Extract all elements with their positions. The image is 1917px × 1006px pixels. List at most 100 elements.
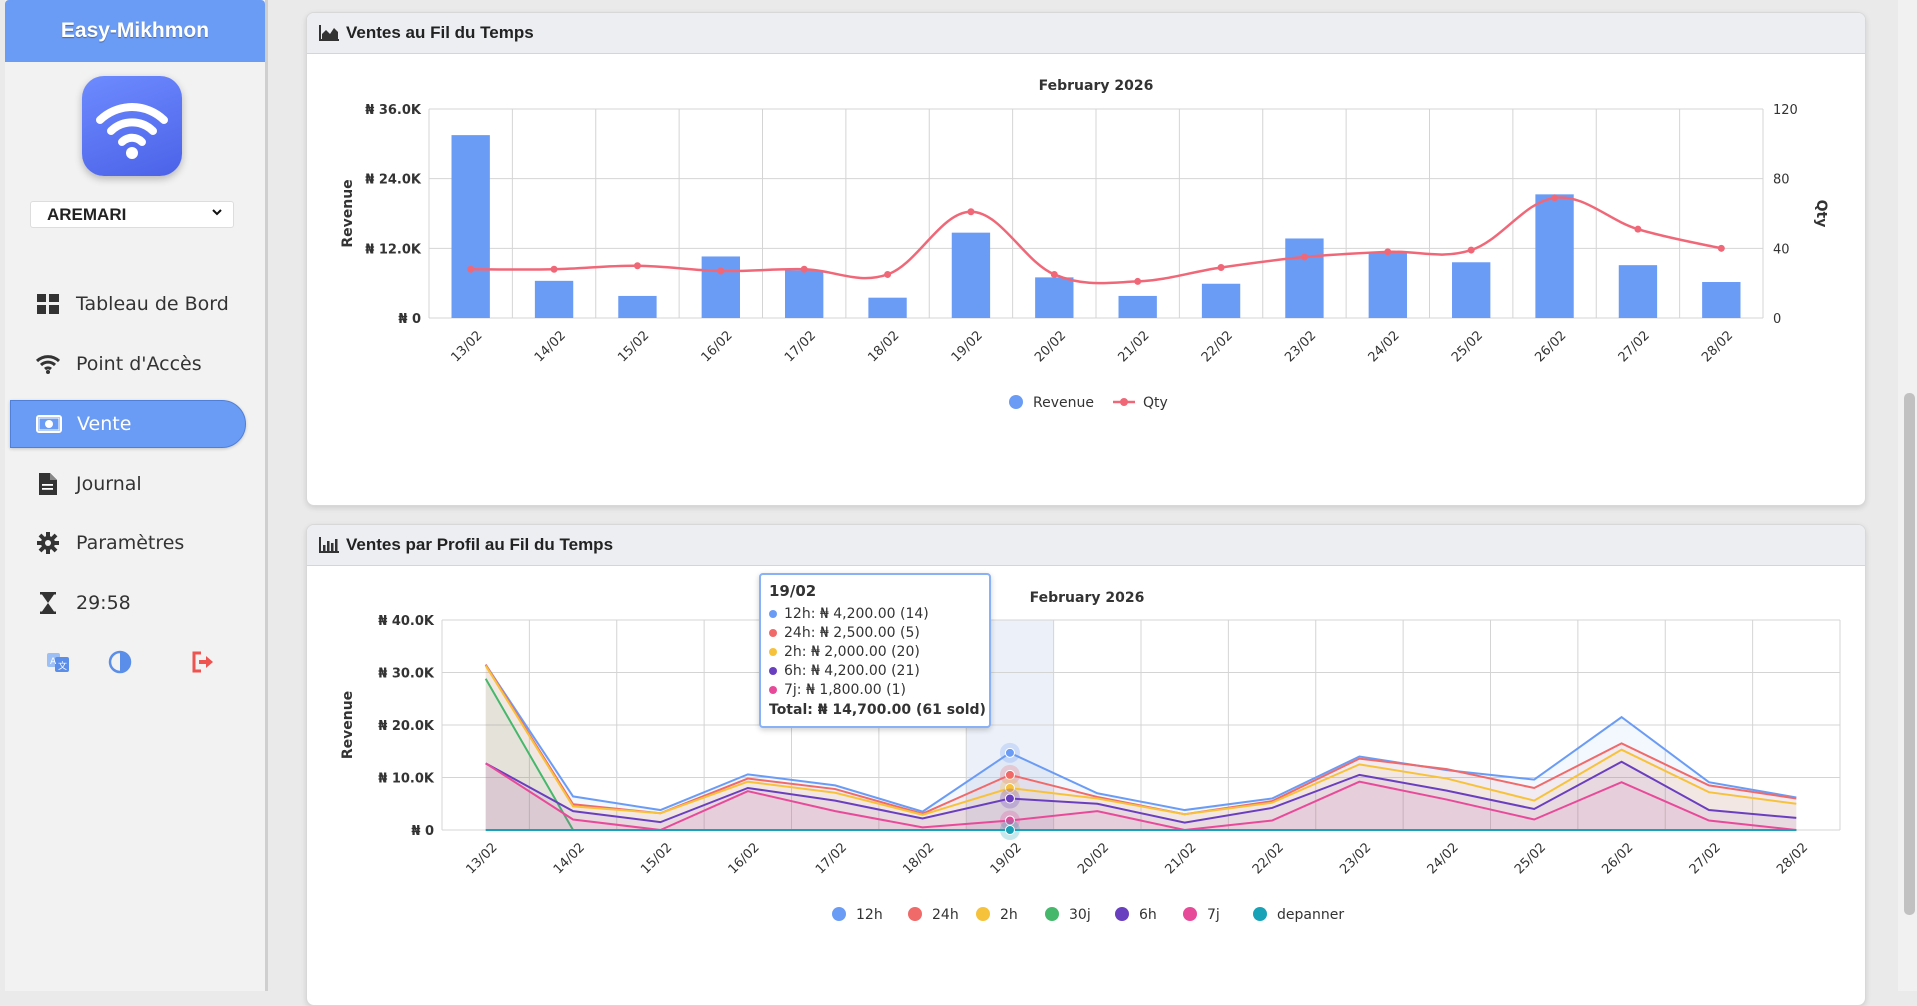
revenue-bar — [785, 270, 824, 318]
qty-point — [550, 265, 558, 273]
series-area-7j — [485, 763, 1797, 830]
sidebar-item-sales[interactable]: Vente — [10, 400, 246, 448]
y-tick-label: ₦ 0 — [411, 824, 434, 839]
money-icon — [35, 412, 63, 436]
x-tick-label: 24/02 — [1366, 328, 1403, 365]
revenue-bar — [1035, 277, 1074, 318]
x-tick-label: 19/02 — [988, 840, 1025, 877]
session-timer: 29:58 — [10, 579, 246, 627]
y-axis-label: Revenue — [340, 691, 356, 759]
sidebar-item-settings[interactable]: Paramètres — [10, 519, 246, 567]
revenue-bar — [1535, 194, 1574, 318]
legend-label-12h: 12h — [856, 907, 883, 923]
sidebar-item-label: Vente — [77, 413, 132, 435]
contrast-icon[interactable] — [108, 650, 132, 674]
x-tick-label: 18/02 — [900, 840, 937, 877]
x-tick-label: 17/02 — [813, 840, 850, 877]
hover-point-24h — [1004, 769, 1015, 780]
revenue-bar — [1201, 283, 1241, 318]
legend-qty-marker — [1120, 398, 1128, 406]
revenue-bar — [451, 135, 490, 318]
sidebar-item-label: Paramètres — [76, 532, 185, 554]
qty-line — [470, 196, 1722, 285]
revenue-bar — [951, 232, 991, 318]
x-tick-label: 27/02 — [1687, 840, 1724, 877]
sales-over-time-card: Ventes au Fil du Temps February 2026 ₦ 0 ₦… — [306, 12, 1866, 506]
y2-tick-label: 0 — [1773, 312, 1781, 327]
dashboard-icon — [34, 292, 62, 316]
x-tick-label: 16/02 — [699, 328, 736, 365]
gear-icon — [34, 531, 62, 555]
chart-title: February 2026 — [1030, 590, 1145, 606]
sidebar: Easy-Mikhmon AREMARI Tableau de Bord Poi… — [5, 0, 268, 991]
y-axis-label: Revenue — [340, 179, 356, 247]
hourglass-icon — [34, 591, 62, 615]
hover-point-6h — [1004, 793, 1015, 804]
series-dot — [769, 685, 777, 694]
y2-tick-label: 40 — [1773, 242, 1790, 257]
revenue-bar — [1118, 295, 1157, 318]
tooltip-row-text: 24h: ₦ 2,500.00 (5) — [784, 624, 920, 641]
revenue-bar — [701, 256, 740, 318]
y-tick-label: ₦ 30.0K — [378, 667, 435, 682]
y-tick-label: ₦ 20.0K — [378, 719, 435, 734]
qty-point — [467, 265, 475, 273]
legend-label-2h: 2h — [1000, 907, 1018, 923]
chevron-down-icon — [211, 206, 223, 221]
tooltip-row: 2h: ₦ 2,000.00 (20) — [769, 642, 981, 661]
series-dot — [769, 666, 777, 675]
legend-label-7j: 7j — [1207, 907, 1220, 923]
revenue-bar — [1702, 282, 1741, 318]
x-tick-label: 26/02 — [1599, 840, 1636, 877]
sidebar-item-label: Journal — [76, 473, 142, 495]
series-area-12h — [485, 664, 1797, 830]
revenue-bar — [868, 297, 907, 318]
card-title: Ventes au Fil du Temps — [346, 23, 534, 42]
tooltip-row: 12h: ₦ 4,200.00 (14) — [769, 604, 981, 623]
chart-title: February 2026 — [1039, 78, 1154, 94]
series-line-2h — [484, 665, 1797, 816]
x-tick-label: 23/02 — [1282, 328, 1319, 365]
wifi-icon — [34, 352, 62, 376]
x-tick-label: 22/02 — [1199, 328, 1236, 365]
tooltip-total: Total: ₦ 14,700.00 (61 sold) — [769, 701, 986, 718]
sales-by-profile-card: Ventes par Profil au Fil du Temps Februa… — [306, 524, 1866, 1006]
x-tick-label: 20/02 — [1032, 328, 1069, 365]
legend-revenue-marker — [1009, 395, 1023, 409]
series-area-24h — [485, 664, 1797, 830]
qty-point — [1384, 248, 1392, 256]
qty-point — [633, 262, 641, 270]
x-tick-label: 16/02 — [726, 840, 763, 877]
qty-point — [1300, 253, 1308, 261]
y2-tick-label: 120 — [1773, 103, 1798, 118]
x-tick-label: 25/02 — [1512, 840, 1549, 877]
legend-label-6h: 6h — [1139, 907, 1157, 923]
y-tick-label: ₦ 24.0K — [365, 173, 422, 188]
wifi-logo-icon — [82, 76, 182, 176]
tooltip-row: 24h: ₦ 2,500.00 (5) — [769, 623, 981, 642]
x-tick-label: 24/02 — [1425, 840, 1462, 877]
scrollbar-thumb[interactable] — [1904, 393, 1915, 915]
x-tick-label: 13/02 — [448, 328, 485, 365]
x-tick-label: 23/02 — [1337, 840, 1374, 877]
logout-icon[interactable] — [191, 650, 215, 674]
sidebar-item-access-point[interactable]: Point d'Accès — [10, 340, 246, 388]
sidebar-item-journal[interactable]: Journal — [10, 460, 246, 508]
qty-point — [884, 270, 892, 278]
sidebar-item-dashboard[interactable]: Tableau de Bord — [10, 280, 246, 328]
hover-point-12h — [1004, 747, 1015, 758]
router-select[interactable]: AREMARI — [30, 201, 234, 228]
x-tick-label: 15/02 — [638, 840, 675, 877]
sidebar-item-label: Tableau de Bord — [76, 293, 229, 315]
card-header: Ventes par Profil au Fil du Temps — [307, 525, 1865, 566]
router-select-value: AREMARI — [47, 204, 127, 224]
bar-chart-icon — [319, 537, 339, 553]
revenue-bar — [1368, 252, 1407, 318]
x-tick-label: 25/02 — [1449, 328, 1486, 365]
legend-marker-6h — [1115, 907, 1129, 921]
legend-label-depanner: depanner — [1277, 907, 1344, 923]
legend-marker-depanner — [1253, 907, 1267, 921]
revenue-bar — [1618, 265, 1658, 318]
svg-text:A: A — [50, 657, 57, 667]
